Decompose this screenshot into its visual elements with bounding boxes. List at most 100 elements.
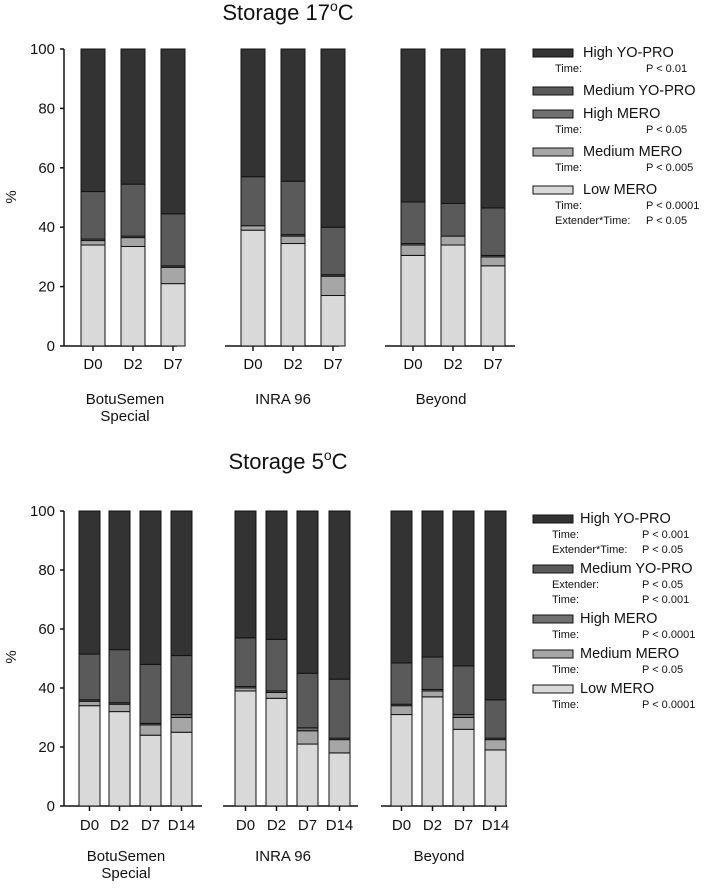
bar-segment-high-yo-pro (139, 510, 162, 665)
legend-swatch-high-yo-pro (532, 514, 574, 524)
bar-segment-medium-mero (80, 240, 106, 246)
bar-segment-low-mero (78, 705, 101, 807)
bar-segment-medium-mero (240, 225, 266, 231)
legend-stat-label: Time: (552, 529, 579, 541)
y-tick-label: 40 (38, 219, 55, 236)
legend-stat-value: P < 0.05 (642, 664, 683, 676)
bar-segment-medium-mero (484, 739, 507, 751)
legend-label: Medium MERO (580, 646, 679, 662)
group-label: INRA 96 (255, 848, 311, 865)
y-tick-label: 80 (38, 562, 55, 579)
bar-segment-medium-mero (280, 235, 306, 245)
bar-segment-low-mero (421, 696, 444, 807)
legend-stat-label: Time: (552, 664, 579, 676)
legend-stat-label: Time: (552, 629, 579, 641)
bar-segment-medium-mero (390, 705, 413, 716)
bar-segment-medium-mero (421, 690, 444, 698)
bar-segment-high-yo-pro (240, 48, 266, 178)
x-tick-label: D7 (141, 817, 160, 834)
legend-swatch-high-mero (532, 109, 574, 119)
bar-segment-low-mero (328, 752, 351, 807)
bar-segment-high-yo-pro (265, 510, 288, 640)
bar-segment-high-yo-pro (80, 48, 106, 193)
y-tick-label: 20 (38, 279, 55, 296)
x-tick-label: D2 (283, 356, 302, 373)
bar-segment-medium-yo-pro (440, 202, 466, 237)
x-tick-label: D0 (83, 356, 102, 373)
legend-stat-value: P < 0.001 (642, 529, 689, 541)
bar-segment-medium-mero (452, 717, 475, 730)
x-tick-label: D7 (298, 817, 317, 834)
bar-segment-medium-yo-pro (120, 183, 146, 237)
bar-segment-low-mero (120, 246, 146, 347)
bar-segment-medium-yo-pro (80, 191, 106, 240)
x-tick-label: D7 (163, 356, 182, 373)
bar-segment-high-yo-pro (170, 510, 193, 657)
legend-swatch-medium-yo-pro (532, 86, 574, 96)
legend-label: Medium YO-PRO (580, 561, 693, 577)
bar-segment-medium-yo-pro (108, 649, 131, 704)
bar-segment-low-mero (265, 697, 288, 807)
legend-stat-value: P < 0.01 (646, 63, 687, 75)
bar-segment-high-yo-pro (280, 48, 306, 182)
x-tick-label: D2 (110, 817, 129, 834)
bar-segment-medium-yo-pro (320, 226, 346, 276)
y-tick-label: 0 (47, 338, 55, 355)
bar-segment-medium-yo-pro (480, 207, 506, 256)
bar-segment-medium-mero (78, 700, 101, 707)
x-tick-label: D0 (236, 817, 255, 834)
legend-swatch-high-yo-pro (532, 48, 574, 58)
x-tick-label: D2 (423, 817, 442, 834)
x-tick-label: D7 (483, 356, 502, 373)
bar-segment-medium-mero (120, 237, 146, 248)
bar-segment-high-yo-pro (78, 510, 101, 655)
y-tick-label: 60 (38, 621, 55, 638)
bar-segment-low-mero (296, 743, 319, 807)
legend-label: High YO-PRO (580, 511, 671, 527)
bar-segment-medium-mero (480, 256, 506, 267)
legend-stat-label: Extender: (552, 579, 599, 591)
bar-segment-medium-mero (320, 275, 346, 297)
bar-segment-low-mero (484, 749, 507, 807)
legend-stat-value: P < 0.05 (646, 124, 687, 136)
x-tick-label: D14 (168, 817, 196, 834)
legend-stat-label: Time: (552, 594, 579, 606)
x-tick-label: D7 (454, 817, 473, 834)
bar-segment-low-mero (80, 244, 106, 347)
legend-stat-label: Time: (555, 162, 582, 174)
bar-segment-high-yo-pro (440, 48, 466, 204)
bar-segment-medium-yo-pro (328, 678, 351, 739)
legend-label: High YO-PRO (583, 45, 674, 61)
x-tick-label: D0 (80, 817, 99, 834)
legend-stat-value: P < 0.05 (642, 579, 683, 591)
bar-segment-low-mero (400, 254, 426, 347)
bar-segment-low-mero (170, 731, 193, 807)
chart-title: Storage 5oC (228, 450, 347, 474)
chart-title: Storage 17oC (222, 0, 353, 25)
legend-label: Low MERO (583, 182, 657, 198)
legend-stat-label: Time: (555, 124, 582, 136)
y-axis-label: % (3, 650, 20, 663)
legend-stat-value: P < 0.005 (646, 162, 693, 174)
x-tick-label: D2 (123, 356, 142, 373)
y-tick-label: 40 (38, 680, 55, 697)
bar-segment-low-mero (480, 265, 506, 347)
x-tick-label: D2 (267, 817, 286, 834)
legend-stat-label: Extender*Time: (555, 215, 630, 227)
bar-segment-high-yo-pro (108, 510, 131, 651)
bar-segment-low-mero (320, 295, 346, 347)
bar-segment-low-mero (280, 243, 306, 347)
bar-segment-medium-yo-pro (170, 655, 193, 716)
y-tick-label: 0 (47, 798, 55, 815)
bar-segment-high-yo-pro (120, 48, 146, 185)
legend-stat-label: Extender*Time: (552, 544, 627, 556)
group-label: Beyond (414, 848, 465, 865)
bar-segment-medium-yo-pro (234, 637, 257, 688)
x-tick-label: D14 (326, 817, 354, 834)
bar-segment-medium-mero (108, 703, 131, 713)
legend-swatch-high-mero (532, 614, 574, 624)
bar-segment-high-yo-pro (390, 510, 413, 664)
bar-segment-high-yo-pro (328, 510, 351, 680)
bar-segment-medium-yo-pro (452, 665, 475, 716)
